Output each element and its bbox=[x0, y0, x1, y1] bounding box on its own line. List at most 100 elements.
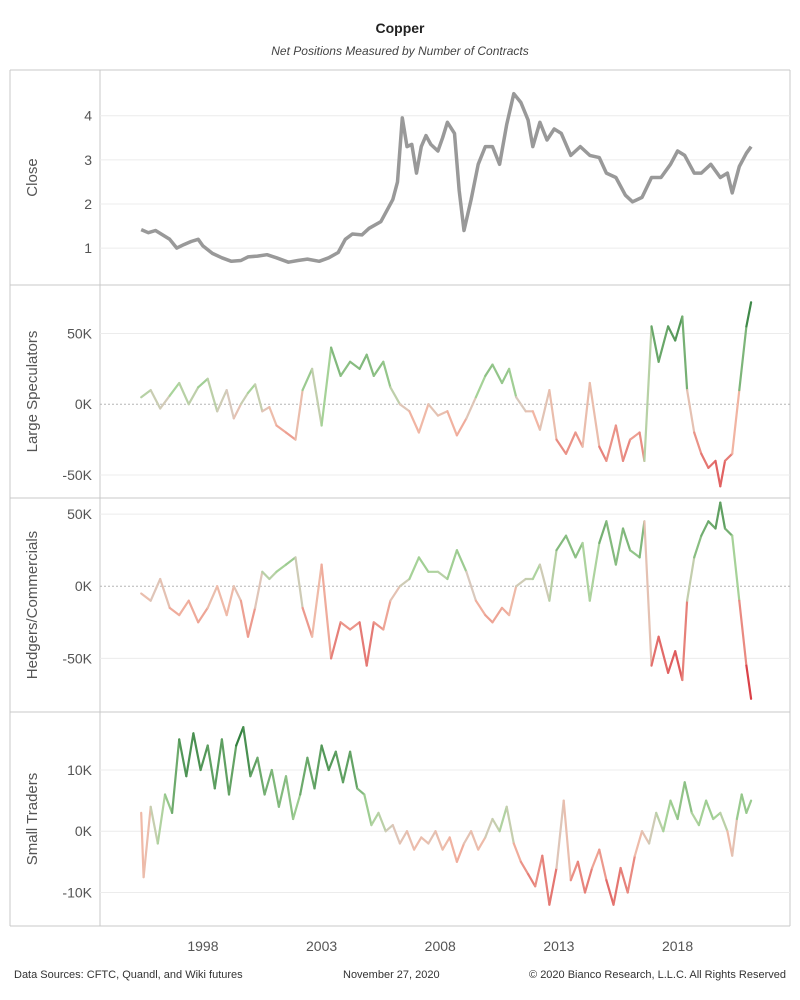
series-segment bbox=[299, 756, 309, 796]
series-segment bbox=[398, 830, 409, 845]
series-segment bbox=[693, 534, 703, 559]
series-segment bbox=[484, 363, 494, 377]
series-segment bbox=[306, 756, 316, 790]
series-segment bbox=[311, 367, 323, 427]
series-segment bbox=[254, 570, 264, 610]
series-segment bbox=[614, 424, 625, 462]
series-segment bbox=[512, 842, 523, 863]
series-segment bbox=[666, 650, 677, 674]
series-segment bbox=[149, 389, 162, 410]
series-segment bbox=[313, 744, 323, 790]
series-segment bbox=[242, 726, 252, 778]
series-segment bbox=[605, 879, 615, 906]
series-segment bbox=[235, 726, 245, 747]
y-tick-label: 3 bbox=[84, 152, 92, 168]
series-segment bbox=[140, 811, 145, 879]
series-segment bbox=[491, 363, 504, 385]
panel-small-traders: -10K 0K 10K Small Traders bbox=[10, 711, 790, 906]
series-segment bbox=[588, 381, 601, 448]
series-segment bbox=[726, 830, 734, 857]
series-segment bbox=[382, 360, 392, 389]
y-tick-label: 4 bbox=[84, 108, 92, 124]
series-segment bbox=[171, 738, 181, 815]
series-segment bbox=[690, 811, 701, 827]
series-segment bbox=[548, 389, 558, 441]
series-segment bbox=[612, 866, 622, 906]
series-segment bbox=[650, 635, 660, 667]
series-segment bbox=[441, 836, 451, 851]
y-tick-label: 50K bbox=[67, 325, 93, 341]
y-tick-label: 0K bbox=[75, 578, 93, 594]
series-segment bbox=[341, 750, 352, 784]
series-segment bbox=[548, 866, 558, 906]
series-segment bbox=[284, 775, 295, 821]
series-segment bbox=[619, 866, 629, 894]
series-segment bbox=[465, 396, 477, 420]
series-segment bbox=[232, 585, 242, 602]
series-segment bbox=[621, 438, 632, 462]
series-segment bbox=[505, 805, 515, 845]
series-segment bbox=[275, 424, 288, 434]
series-segment bbox=[655, 811, 665, 833]
series-segment bbox=[674, 650, 684, 682]
series-segment bbox=[389, 585, 401, 602]
series-segment bbox=[462, 830, 473, 845]
series-segment bbox=[555, 799, 565, 870]
series-segment bbox=[647, 811, 658, 845]
y-tick-label: 0K bbox=[75, 396, 93, 412]
panel-large-speculators: -50K 0K 50K Large Speculators bbox=[10, 284, 790, 488]
series-segment bbox=[370, 811, 380, 827]
series-segment bbox=[643, 325, 653, 462]
series-segment bbox=[398, 577, 411, 588]
series-segment bbox=[220, 738, 231, 796]
series-segment bbox=[436, 570, 449, 581]
x-tick-label: 2018 bbox=[662, 938, 693, 954]
series-segment bbox=[254, 383, 264, 413]
series-segment bbox=[256, 756, 266, 796]
series-segment bbox=[149, 805, 159, 845]
series-segment bbox=[704, 799, 715, 821]
series-segment bbox=[270, 768, 280, 808]
series-segment bbox=[548, 549, 558, 602]
series-segment bbox=[339, 621, 352, 631]
series-segment bbox=[731, 534, 741, 602]
series-segment bbox=[277, 775, 288, 808]
series-segment bbox=[436, 410, 449, 417]
series-segment bbox=[555, 438, 568, 455]
series-segment bbox=[605, 424, 618, 462]
series-segment bbox=[178, 738, 188, 778]
series-segment bbox=[178, 599, 190, 617]
series-segment bbox=[515, 396, 527, 413]
series-segment bbox=[239, 391, 250, 406]
series-segment bbox=[519, 860, 530, 876]
series-segment bbox=[197, 606, 209, 624]
series-segment bbox=[156, 793, 167, 845]
series-segment bbox=[564, 431, 577, 455]
series-segment bbox=[574, 541, 584, 559]
series-segment bbox=[246, 383, 257, 394]
series-segment bbox=[526, 872, 537, 888]
series-segment bbox=[498, 805, 508, 833]
series-segment bbox=[142, 805, 152, 879]
series-segment bbox=[581, 541, 591, 602]
series-segment bbox=[465, 570, 477, 602]
series-segment bbox=[640, 830, 651, 845]
series-segment bbox=[564, 534, 577, 559]
series-segment bbox=[206, 585, 219, 610]
series-segment bbox=[408, 410, 420, 434]
series-segment bbox=[474, 599, 487, 617]
series-segment bbox=[268, 570, 278, 581]
y-axis-label: Small Traders bbox=[24, 773, 41, 866]
series-segment bbox=[330, 346, 342, 377]
series-segment bbox=[197, 377, 209, 389]
y-tick-label: -50K bbox=[62, 650, 92, 666]
series-segment bbox=[740, 793, 748, 815]
series-segment bbox=[669, 799, 679, 821]
y-axis-label: Close bbox=[24, 158, 41, 196]
y-tick-label: -10K bbox=[62, 884, 92, 900]
series-segment bbox=[621, 527, 632, 552]
y-axis-label: Large Speculators bbox=[24, 331, 41, 453]
series-segment bbox=[484, 817, 494, 839]
series-segment bbox=[446, 410, 458, 437]
